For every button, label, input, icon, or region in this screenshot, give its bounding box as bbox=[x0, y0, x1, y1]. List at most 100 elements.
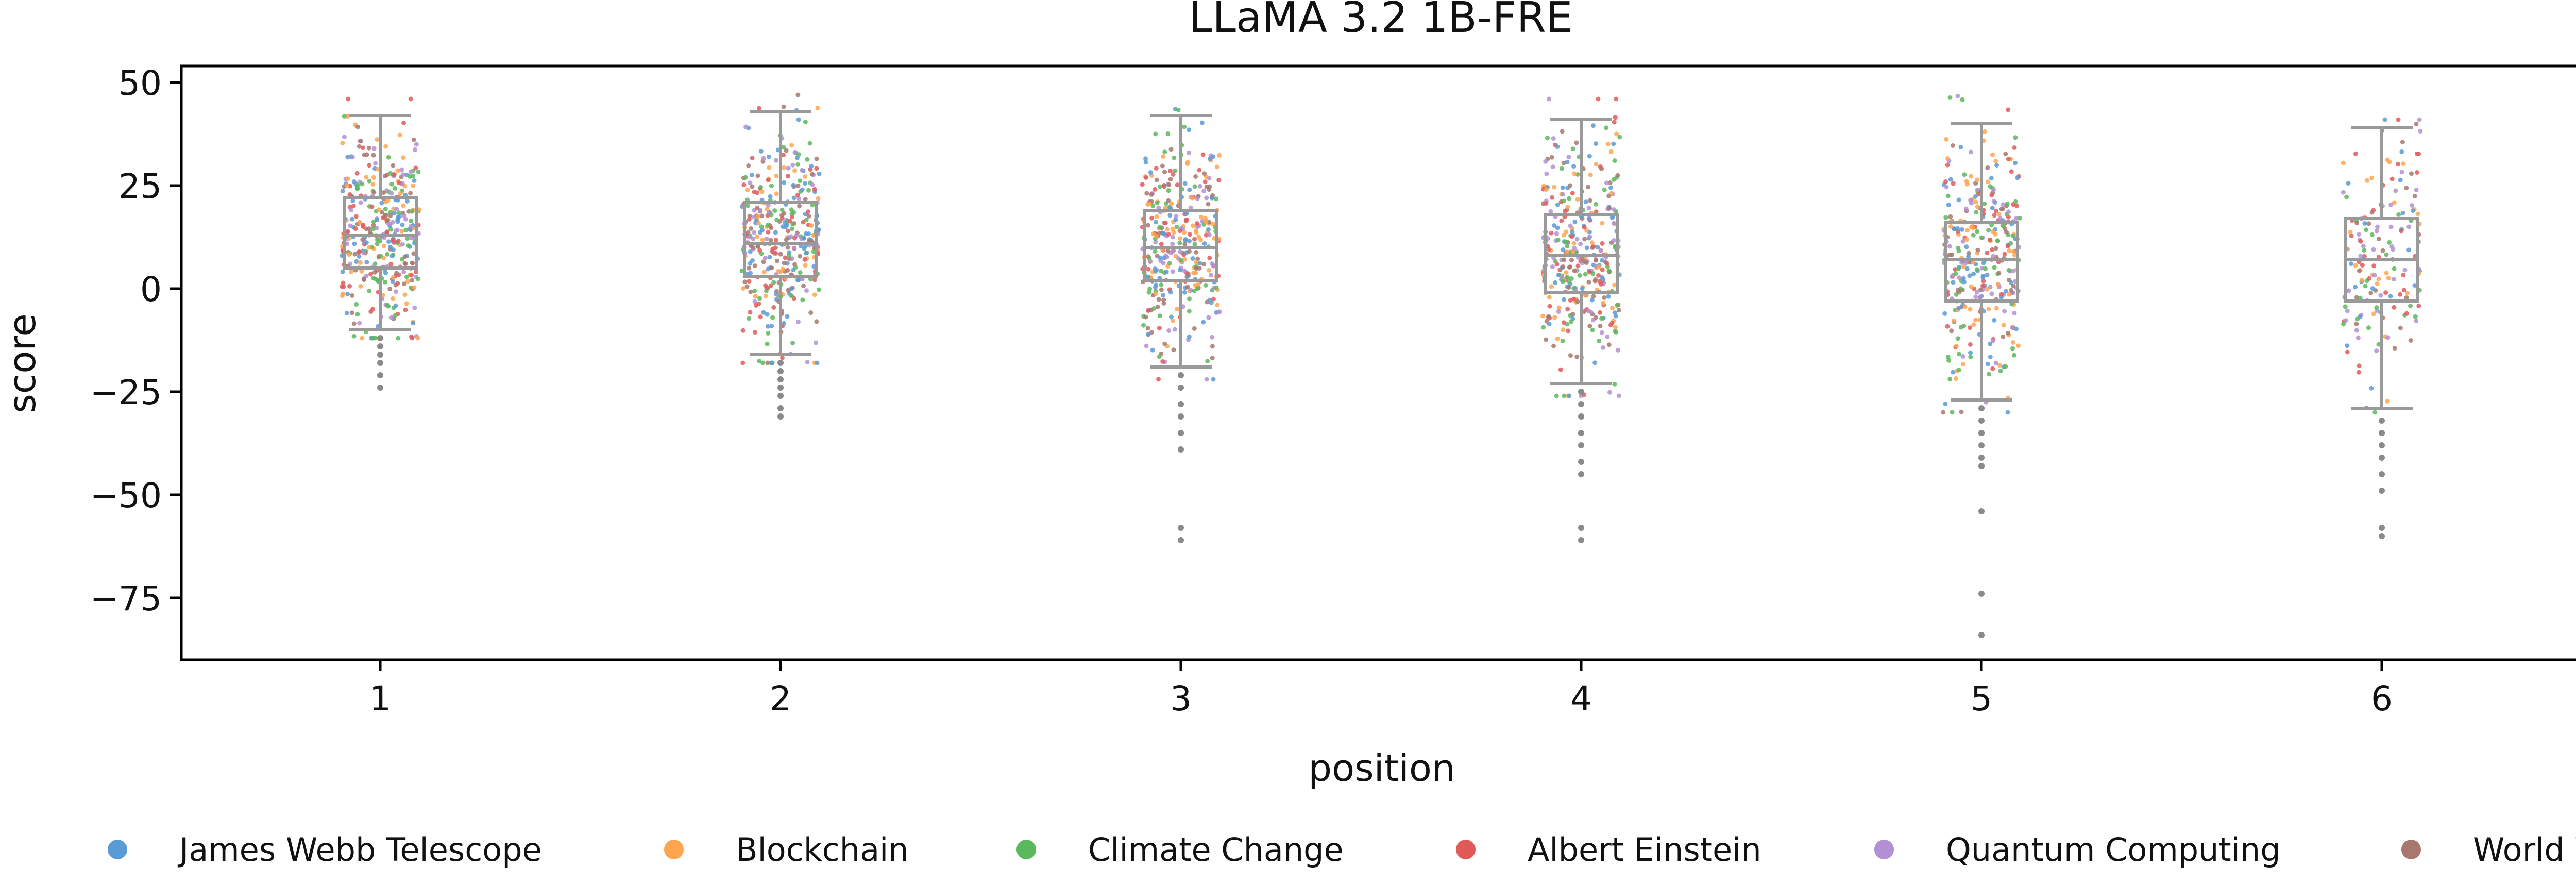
strip-point bbox=[371, 153, 376, 158]
strip-point bbox=[1615, 303, 1620, 308]
strip-point bbox=[1162, 149, 1167, 155]
strip-point bbox=[2374, 348, 2379, 354]
strip-point bbox=[800, 297, 805, 303]
strip-point bbox=[351, 321, 357, 326]
outlier-point bbox=[2379, 442, 2385, 448]
strip-point bbox=[1979, 235, 1984, 240]
strip-point bbox=[1947, 244, 1952, 249]
strip-point bbox=[2341, 160, 2346, 165]
strip-point bbox=[1210, 356, 1215, 361]
strip-point bbox=[801, 283, 806, 288]
strip-point bbox=[779, 213, 784, 218]
strip-point bbox=[2011, 249, 2016, 254]
strip-point bbox=[1968, 350, 1973, 355]
strip-point bbox=[2345, 349, 2350, 355]
outlier-point bbox=[1578, 430, 1584, 436]
strip-point bbox=[1153, 131, 1158, 137]
legend-label: Albert Einstein bbox=[1528, 831, 1761, 869]
strip-point bbox=[339, 284, 344, 289]
strip-point bbox=[2399, 149, 2404, 154]
strip-point bbox=[1947, 253, 1953, 257]
strip-point bbox=[393, 303, 398, 308]
outlier-point bbox=[777, 376, 784, 382]
outlier-point bbox=[2379, 488, 2385, 494]
strip-point bbox=[743, 124, 749, 129]
strip-point bbox=[1956, 306, 1961, 311]
strip-point bbox=[758, 314, 763, 320]
outlier-point bbox=[1178, 430, 1184, 436]
strip-point bbox=[752, 214, 757, 220]
strip-point bbox=[1600, 221, 1605, 226]
strip-point bbox=[1589, 297, 1595, 303]
strip-point bbox=[1971, 272, 1976, 276]
strip-point bbox=[1948, 214, 1953, 219]
strip-point bbox=[747, 265, 752, 271]
strip-point bbox=[806, 188, 811, 193]
strip-point bbox=[1985, 287, 1990, 292]
strip-point bbox=[1187, 187, 1192, 192]
strip-point bbox=[1587, 324, 1592, 329]
strip-point bbox=[409, 224, 413, 229]
strip-point bbox=[2416, 303, 2421, 308]
strip-point bbox=[1947, 377, 1953, 382]
strip-point bbox=[1613, 325, 1618, 330]
strip-point bbox=[1178, 236, 1183, 241]
strip-point bbox=[771, 305, 776, 310]
strip-point bbox=[1980, 274, 1986, 279]
strip-point bbox=[358, 284, 363, 289]
strip-point bbox=[408, 169, 413, 174]
strip-point bbox=[1549, 284, 1554, 289]
strip-point bbox=[1202, 179, 1208, 185]
strip-point bbox=[745, 203, 750, 208]
strip-point bbox=[767, 255, 772, 260]
strip-point bbox=[1159, 269, 1164, 274]
strip-point bbox=[1614, 329, 1619, 335]
strip-point bbox=[396, 210, 401, 215]
strip-point bbox=[1981, 260, 1986, 265]
strip-point bbox=[345, 155, 350, 160]
strip-point bbox=[805, 360, 810, 364]
y-tick-label: −25 bbox=[90, 373, 162, 412]
strip-point bbox=[396, 238, 401, 243]
strip-point bbox=[770, 315, 775, 320]
x-tick-label: 4 bbox=[1570, 679, 1592, 719]
strip-point bbox=[748, 180, 753, 186]
strip-point bbox=[355, 124, 360, 129]
strip-point bbox=[1591, 294, 1596, 299]
strip-point bbox=[1202, 241, 1207, 246]
strip-point bbox=[1154, 214, 1159, 219]
strip-point bbox=[1951, 370, 1956, 375]
strip-point bbox=[1602, 187, 1607, 192]
strip-point bbox=[1203, 216, 1208, 221]
strip-point bbox=[1990, 152, 1995, 157]
strip-point bbox=[792, 245, 797, 251]
strip-point bbox=[773, 238, 778, 242]
strip-point bbox=[367, 289, 372, 293]
strip-point bbox=[401, 155, 406, 160]
strip-point bbox=[393, 228, 398, 234]
strip-point bbox=[348, 223, 353, 228]
strip-point bbox=[346, 96, 351, 102]
strip-point bbox=[2011, 353, 2016, 358]
strip-point bbox=[1561, 320, 1566, 325]
strip-point bbox=[753, 294, 758, 299]
strip-point bbox=[415, 276, 420, 281]
strip-point bbox=[2010, 233, 2015, 238]
strip-point bbox=[1962, 172, 1967, 177]
strip-point bbox=[2400, 210, 2405, 215]
strip-point bbox=[1982, 201, 1987, 206]
strip-point bbox=[1605, 142, 1611, 146]
strip-point bbox=[1612, 158, 1617, 163]
strip-point bbox=[403, 307, 408, 312]
strip-point bbox=[756, 106, 761, 111]
strip-point bbox=[402, 213, 407, 219]
strip-point bbox=[1212, 236, 1217, 241]
strip-point bbox=[1955, 336, 1960, 341]
strip-point bbox=[1991, 198, 1996, 204]
strip-point bbox=[1582, 237, 1587, 242]
strip-point bbox=[373, 161, 378, 166]
strip-point bbox=[1968, 198, 1973, 203]
strip-point bbox=[2413, 314, 2418, 319]
strip-point bbox=[802, 246, 807, 251]
strip-point bbox=[1555, 144, 1560, 149]
